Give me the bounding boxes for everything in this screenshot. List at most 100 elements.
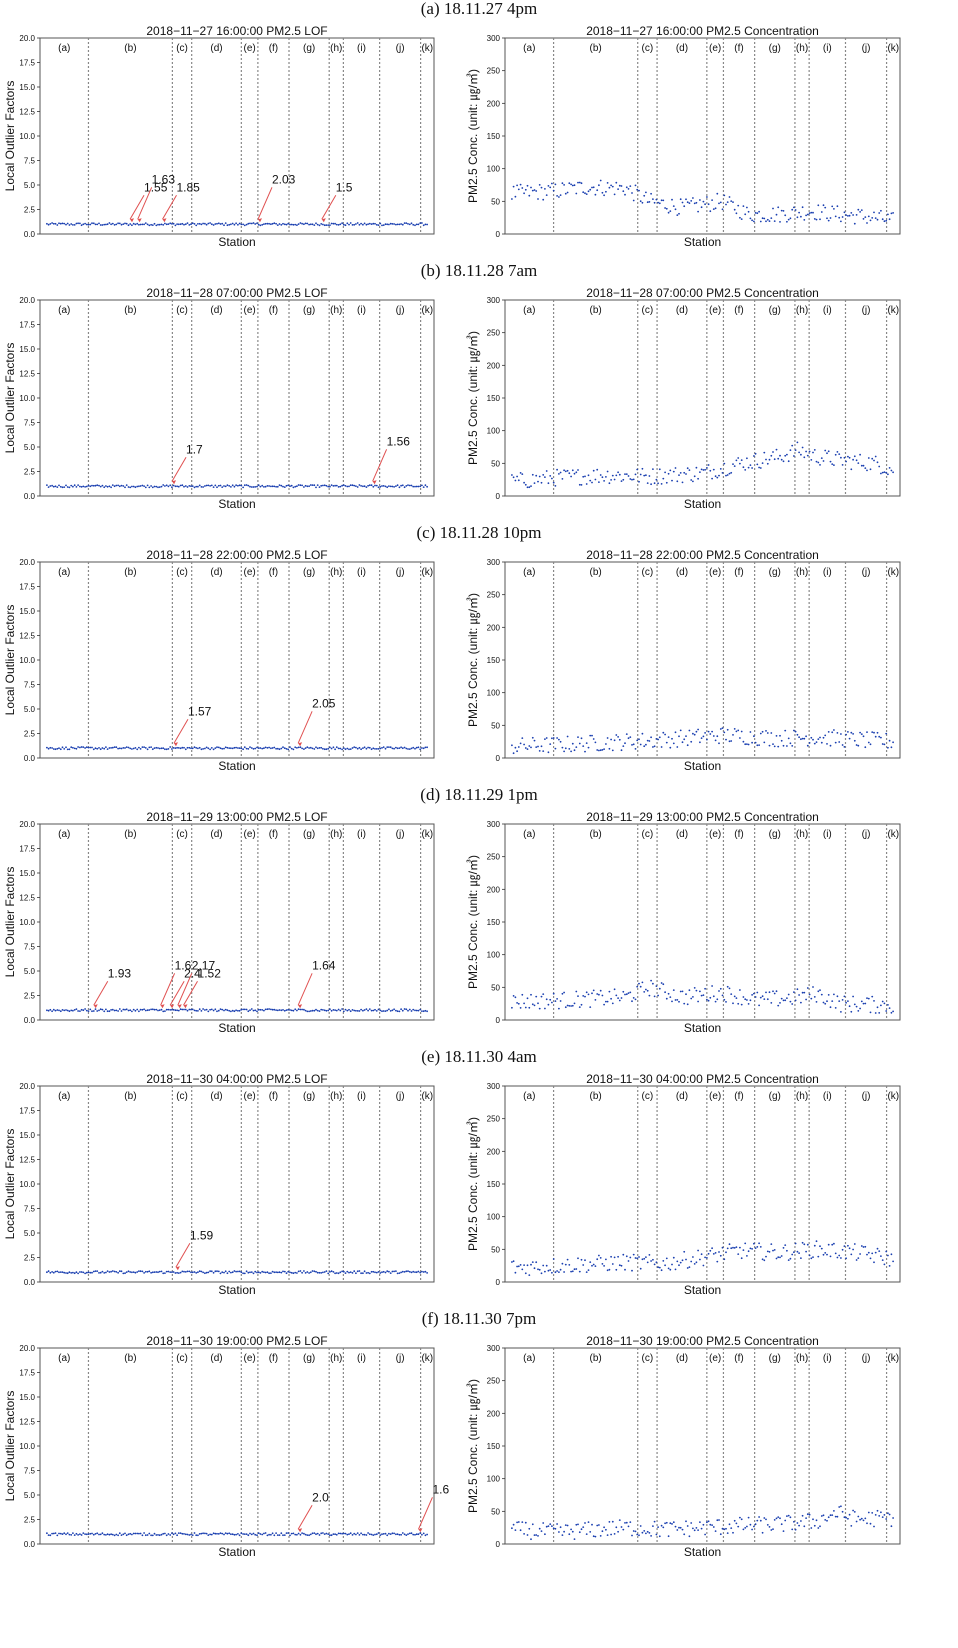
data-point: [393, 1008, 395, 1011]
data-point: [512, 1523, 515, 1526]
data-point: [96, 1270, 99, 1272]
data-point: [632, 1253, 635, 1256]
data-point: [410, 747, 413, 750]
data-point: [876, 731, 879, 734]
data-point: [599, 1535, 602, 1537]
data-point: [671, 737, 673, 740]
region-label: (j): [862, 305, 871, 316]
data-point: [883, 220, 886, 223]
data-point: [716, 476, 719, 479]
data-point: [125, 1008, 128, 1011]
data-point: [878, 1250, 881, 1252]
data-point: [627, 188, 630, 190]
data-point: [765, 458, 767, 461]
data-point: [405, 1270, 408, 1273]
data-point: [268, 746, 270, 749]
data-point: [169, 1271, 172, 1273]
data-point: [540, 481, 543, 484]
data-point: [733, 465, 736, 467]
data-point: [639, 985, 642, 988]
data-point: [370, 1009, 373, 1012]
data-point: [379, 747, 382, 750]
data-point: [171, 1008, 173, 1011]
data-point: [296, 485, 298, 488]
data-point: [744, 1242, 747, 1245]
x-axis-label: Station: [218, 235, 255, 249]
data-point: [887, 213, 889, 216]
data-point: [237, 1533, 239, 1535]
data-point: [252, 1272, 255, 1275]
data-point: [615, 1526, 618, 1529]
data-point: [577, 995, 579, 997]
data-point: [747, 210, 750, 213]
data-point: [231, 1271, 234, 1274]
data-point: [674, 467, 677, 469]
data-point: [80, 1271, 83, 1273]
data-point: [843, 1516, 846, 1519]
data-point: [89, 1532, 92, 1535]
data-point: [772, 990, 774, 993]
data-point: [190, 1271, 192, 1274]
data-point: [867, 1511, 870, 1514]
data-point: [559, 1000, 562, 1002]
data-point: [395, 1533, 397, 1536]
data-point: [756, 1519, 759, 1522]
data-point: [793, 206, 795, 209]
data-point: [554, 485, 557, 487]
plot-frame: [39, 561, 435, 759]
data-point: [247, 748, 250, 750]
data-point: [840, 1011, 842, 1013]
data-point: [184, 485, 187, 487]
region-label: (k): [421, 305, 433, 316]
data-point: [728, 1243, 731, 1246]
data-point: [231, 1009, 234, 1012]
data-point: [542, 1522, 545, 1524]
data-point: [845, 214, 847, 217]
data-point: [113, 1270, 116, 1273]
data-point: [820, 741, 823, 744]
data-point: [110, 1009, 112, 1011]
data-point: [836, 1515, 839, 1518]
data-point: [348, 748, 350, 751]
data-point: [160, 1008, 163, 1011]
data-point: [617, 471, 619, 474]
data-point: [728, 1523, 731, 1526]
data-point: [384, 223, 387, 226]
data-point: [864, 1245, 867, 1248]
data-point: [531, 1261, 534, 1263]
data-point: [664, 1522, 666, 1525]
data-point: [186, 1533, 189, 1536]
data-point: [817, 738, 820, 740]
y-tick-label: 17.5: [19, 1107, 35, 1116]
data-point: [695, 466, 698, 469]
data-point: [773, 1249, 776, 1251]
data-point: [542, 993, 545, 995]
data-point: [51, 1271, 53, 1273]
data-point: [801, 1241, 804, 1244]
data-point: [210, 747, 213, 749]
data-point: [688, 469, 691, 471]
data-point: [329, 1008, 331, 1011]
data-point: [400, 1533, 402, 1536]
data-point: [89, 746, 92, 749]
data-point: [327, 1272, 330, 1275]
y-tick-label: 5.0: [24, 443, 36, 452]
data-point: [810, 1257, 813, 1260]
data-point: [184, 1271, 187, 1273]
data-point: [866, 1253, 868, 1256]
data-point: [381, 1533, 383, 1536]
data-point: [209, 748, 212, 751]
data-point: [353, 746, 356, 748]
data-point: [193, 746, 196, 749]
x-axis-label: Station: [684, 497, 721, 511]
data-point: [339, 747, 342, 750]
data-point: [620, 480, 623, 482]
data-point: [129, 1532, 132, 1535]
data-point: [834, 741, 837, 744]
data-point: [611, 1263, 614, 1265]
data-point: [592, 1535, 595, 1538]
data-point: [87, 1271, 90, 1274]
data-point: [290, 1009, 293, 1012]
data-point: [381, 1010, 383, 1013]
